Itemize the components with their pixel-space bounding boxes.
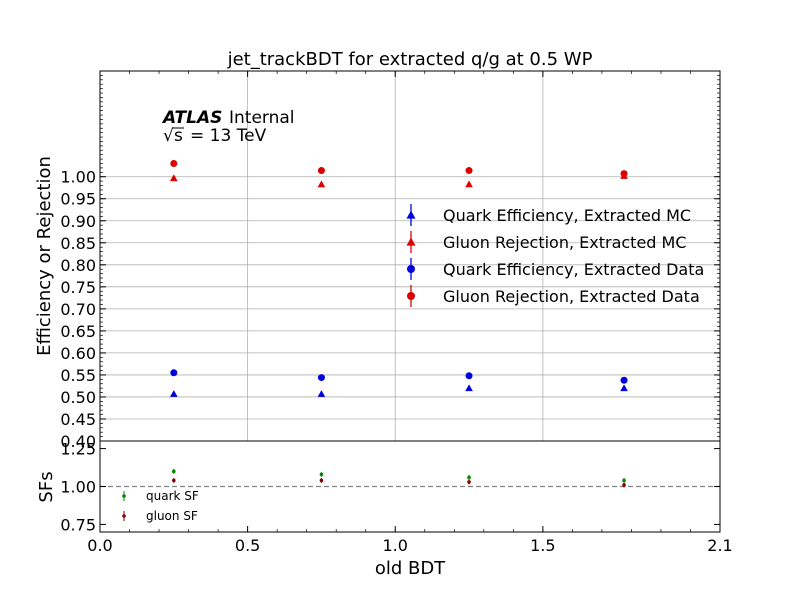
x-tick-label: 0.5 bbox=[235, 536, 260, 555]
atlas-text: ATLAS bbox=[161, 108, 222, 128]
x-ticks: 0.0 0.5 1.0 1.5 2.1 bbox=[87, 71, 733, 555]
ratio-y-ticks: 0.75 1.00 1.25 bbox=[60, 440, 720, 534]
data-point-gluon-rejection-extracted-data bbox=[170, 160, 178, 167]
data-point-quark-efficiency-extracted-mc bbox=[170, 390, 178, 397]
y-tick-label: 0.55 bbox=[60, 366, 96, 385]
y-tick-label: 0.80 bbox=[60, 256, 96, 275]
legend-label: Gluon Rejection, Extracted Data bbox=[443, 287, 700, 306]
internal-text: Internal bbox=[229, 108, 295, 128]
x-tick-label: 1.0 bbox=[383, 536, 408, 555]
data-point-quark-efficiency-extracted-mc bbox=[465, 384, 473, 392]
legend-marker bbox=[407, 265, 415, 273]
y-tick-label: 0.75 bbox=[60, 278, 96, 297]
sqrt-s-symbol: √ bbox=[163, 126, 174, 146]
ratio-point-quark-SF bbox=[319, 472, 324, 477]
y-tick-label: 0.85 bbox=[60, 234, 96, 253]
ratio-legend-marker bbox=[122, 494, 126, 498]
atlas-label: ATLAS Internal √ s = 13 TeV bbox=[161, 108, 295, 146]
data-point-gluon-rejection-extracted-mc bbox=[170, 174, 178, 182]
data-point-quark-efficiency-extracted-data bbox=[620, 376, 628, 384]
data-point-quark-efficiency-extracted-data bbox=[170, 369, 178, 377]
ratio-point-gluon-SF bbox=[319, 478, 324, 483]
ratio-y-tick-label: 1.25 bbox=[60, 440, 96, 459]
main-y-ticks: 0.40 0.45 0.50 0.55 0.60 0.65 0.70 0.75 0.80 0.85… bbox=[60, 75, 720, 451]
ratio-point-quark-SF bbox=[622, 478, 626, 483]
data-point-gluon-rejection-extracted-mc bbox=[317, 180, 326, 188]
legend-marker bbox=[406, 210, 416, 219]
data-point-quark-efficiency-extracted-mc bbox=[620, 384, 628, 392]
data-point-quark-efficiency-extracted-data bbox=[317, 374, 325, 382]
ratio-point-gluon-SF bbox=[172, 478, 176, 483]
y-tick-label: 0.45 bbox=[60, 410, 96, 429]
energy-value: = 13 TeV bbox=[190, 126, 267, 146]
data-point-gluon-rejection-extracted-data bbox=[465, 167, 473, 175]
s-symbol: s bbox=[174, 126, 183, 146]
ratio-y-tick-label: 1.00 bbox=[60, 478, 96, 497]
ratio-point-gluon-SF bbox=[467, 480, 471, 484]
legend-label: Gluon Rejection, Extracted MC bbox=[443, 233, 687, 252]
main-legend: Quark Efficiency, Extracted MC Gluon Reje… bbox=[406, 204, 704, 307]
legend-marker bbox=[407, 292, 415, 300]
ratio-y-tick-label: 0.75 bbox=[60, 515, 96, 534]
y-tick-label: 0.95 bbox=[60, 190, 96, 209]
x-axis-label: old BDT bbox=[375, 558, 446, 579]
y-tick-label: 0.40 bbox=[60, 432, 96, 451]
ratio-legend-label: quark SF bbox=[146, 489, 199, 503]
chart-title: jet_trackBDT for extracted q/g at 0.5 WP bbox=[227, 49, 593, 70]
y-tick-label: 0.70 bbox=[60, 300, 96, 319]
data-point-quark-efficiency-extracted-data bbox=[465, 372, 473, 380]
main-data-points bbox=[170, 160, 628, 397]
y-tick-label: 0.90 bbox=[60, 212, 96, 231]
legend-marker bbox=[406, 237, 416, 246]
ratio-point-gluon-SF bbox=[622, 483, 626, 487]
ratio-legend: quark SF gluon SF bbox=[122, 489, 199, 523]
data-point-gluon-rejection-extracted-data bbox=[317, 167, 325, 175]
ratio-legend-marker bbox=[122, 514, 126, 518]
data-point-gluon-rejection-extracted-mc bbox=[465, 180, 473, 188]
ratio-point-quark-SF bbox=[172, 469, 176, 474]
legend-label: Quark Efficiency, Extracted Data bbox=[443, 260, 704, 279]
data-point-quark-efficiency-extracted-mc bbox=[317, 390, 326, 397]
data-point-gluon-rejection-extracted-data bbox=[620, 170, 628, 178]
y-tick-label: 0.50 bbox=[60, 388, 96, 407]
ratio-point-quark-SF bbox=[467, 475, 471, 480]
y-tick-label: 0.65 bbox=[60, 322, 96, 341]
x-tick-label: 0.0 bbox=[87, 536, 112, 555]
y-tick-label: 1.00 bbox=[60, 168, 96, 187]
ratio-legend-label: gluon SF bbox=[146, 509, 198, 523]
legend-label: Quark Efficiency, Extracted MC bbox=[443, 206, 691, 225]
ratio-data-points bbox=[172, 468, 626, 488]
y-tick-label: 0.60 bbox=[60, 344, 96, 363]
x-tick-label: 1.5 bbox=[530, 536, 555, 555]
ratio-plot-frame bbox=[99, 440, 721, 533]
ratio-y-axis-label: SFs bbox=[36, 471, 57, 502]
y-axis-label: Efficiency or Rejection bbox=[34, 156, 55, 356]
x-tick-label: 2.1 bbox=[707, 536, 732, 555]
